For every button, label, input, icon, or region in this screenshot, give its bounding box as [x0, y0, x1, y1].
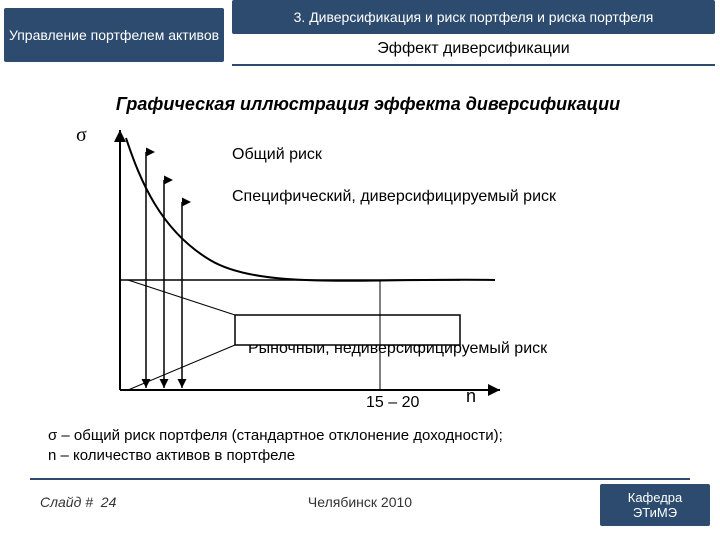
chart-svg [100, 120, 620, 420]
desc-line-1: σ – общий риск портфеля (стандартное отк… [48, 426, 688, 446]
footer-center: Челябинск 2010 [260, 494, 460, 510]
header-left-box: Управление портфелем активов [4, 8, 224, 62]
slide-number: Слайд # 24 [40, 494, 116, 510]
desc-line-2: n – количество активов в портфеле [48, 446, 688, 466]
header-right-top-box: 3. Диверсификация и риск портфеля и риск… [232, 0, 715, 34]
y-axis-label-sigma: σ [76, 124, 87, 147]
header-right-top-text: 3. Диверсификация и риск портфеля и риск… [294, 9, 654, 25]
footer-divider [30, 478, 690, 480]
header-left-text: Управление портфелем активов [4, 27, 224, 43]
diversification-chart [100, 120, 620, 420]
footer-right-line1: Кафедра [600, 490, 710, 505]
footer-right-box: Кафедра ЭТиМЭ [600, 484, 710, 526]
slide-label: Слайд # [40, 494, 93, 510]
header-divider [232, 64, 715, 66]
description-block: σ – общий риск портфеля (стандартное отк… [48, 426, 688, 465]
footer-right-line2: ЭТиМЭ [600, 505, 710, 520]
header-subtitle: Эффект диверсификации [232, 40, 715, 58]
section-title: Графическая иллюстрация эффекта диверсиф… [48, 94, 688, 115]
slide-number-value: 24 [101, 494, 117, 510]
